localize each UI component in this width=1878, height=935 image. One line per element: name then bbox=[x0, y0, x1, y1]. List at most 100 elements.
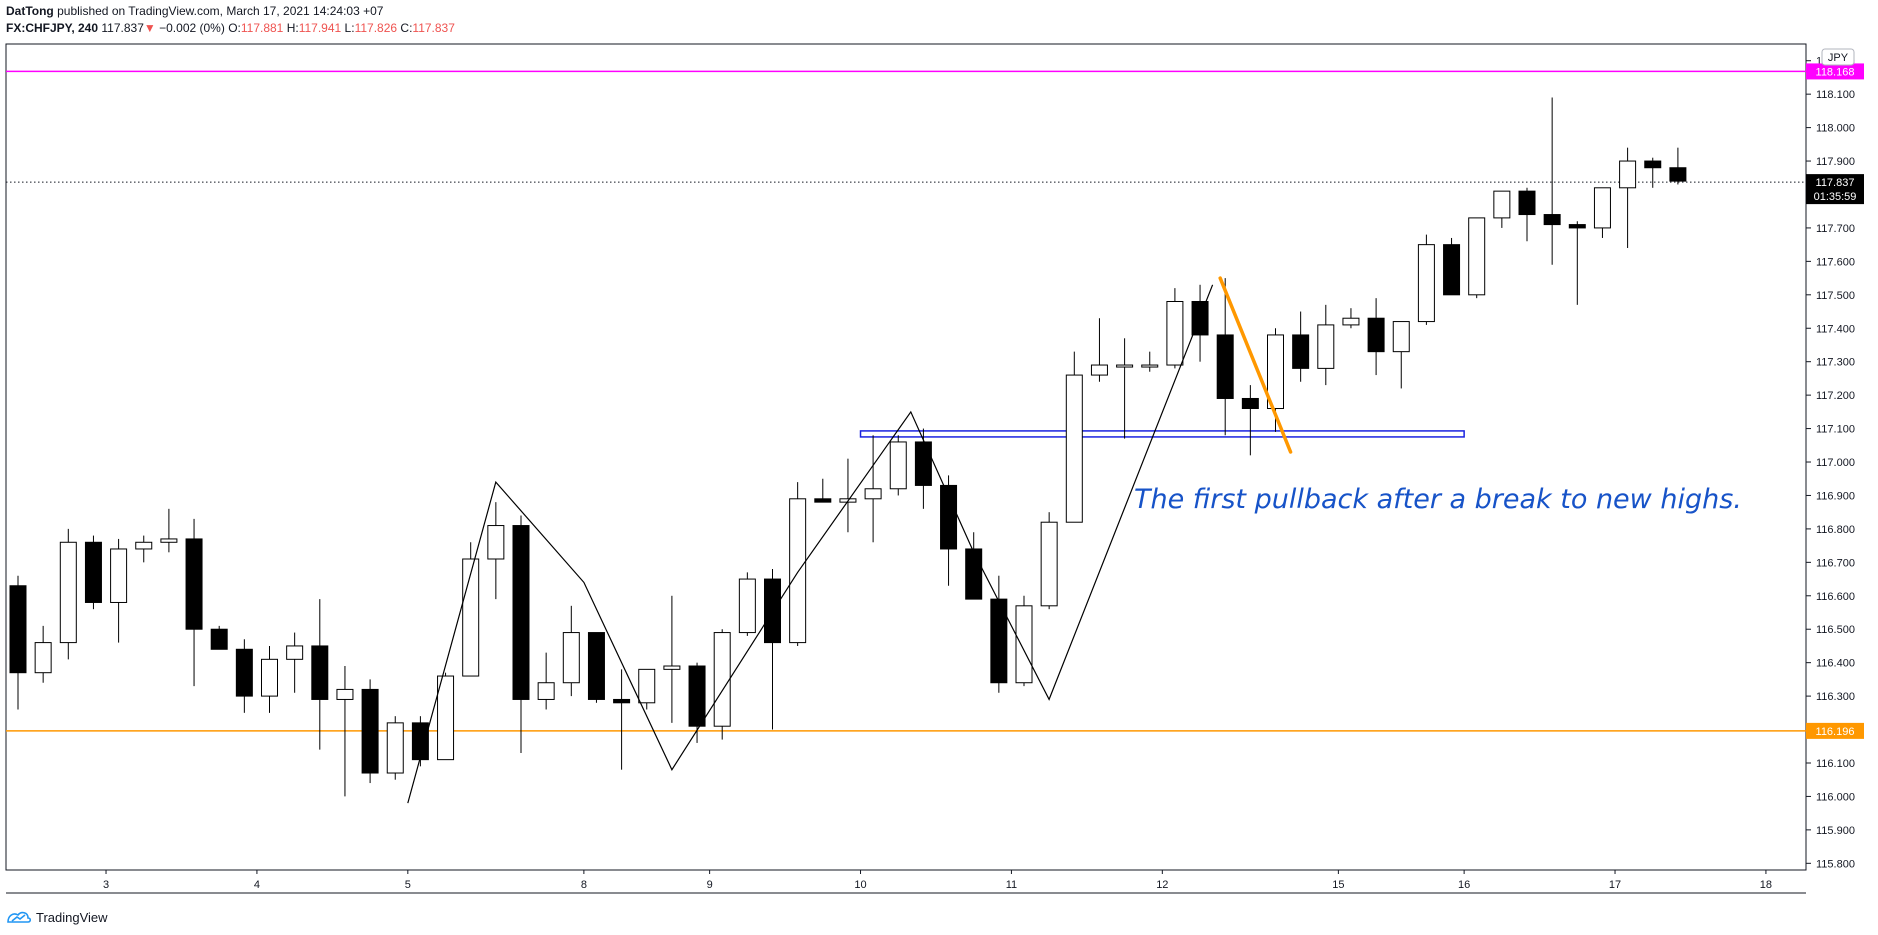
bear-candle bbox=[814, 498, 832, 503]
bear-candle bbox=[1292, 334, 1310, 369]
pullback-trendline bbox=[1218, 276, 1293, 454]
price-tick-label: 116.700 bbox=[1816, 557, 1855, 569]
currency-badge-box bbox=[1821, 48, 1855, 66]
bull-candle bbox=[286, 645, 304, 660]
bull-candle bbox=[1040, 521, 1058, 607]
bull-candle bbox=[1015, 605, 1033, 684]
bull-candle bbox=[336, 688, 354, 700]
last-price: 117.837 bbox=[101, 21, 144, 35]
open-label: O: bbox=[228, 21, 241, 35]
bear-candle bbox=[1644, 160, 1662, 169]
bear-candle bbox=[688, 665, 706, 727]
open-value: 117.881 bbox=[240, 21, 284, 35]
bear-candle bbox=[361, 688, 379, 774]
bull-candle bbox=[713, 632, 731, 727]
currency-label: JPY bbox=[1828, 52, 1849, 64]
price-tick-label: 115.800 bbox=[1816, 858, 1855, 870]
high-value: 117.941 bbox=[298, 21, 342, 35]
published-text: published on TradingView.com, March 17, … bbox=[57, 4, 384, 18]
bull-candle bbox=[34, 642, 52, 674]
time-tick-label: 3 bbox=[103, 879, 109, 891]
last-price-label: 117.837 bbox=[1816, 177, 1855, 189]
bull-candle bbox=[889, 441, 907, 490]
bull-candle bbox=[59, 541, 77, 644]
bear-candle bbox=[587, 632, 605, 700]
time-tick-label: 15 bbox=[1332, 879, 1344, 891]
price-tick-label: 117.500 bbox=[1816, 290, 1855, 302]
time-tick-label: 12 bbox=[1156, 879, 1168, 891]
resistance-price-tag bbox=[1806, 63, 1864, 80]
bull-candle bbox=[110, 548, 128, 603]
price-tick-label: 116.000 bbox=[1816, 791, 1855, 803]
bull-candle bbox=[663, 665, 681, 670]
bear-candle bbox=[1518, 190, 1536, 216]
price-tick-label: 117.700 bbox=[1816, 223, 1855, 235]
price-tick-label: 116.300 bbox=[1816, 691, 1855, 703]
footer: TradingView bbox=[6, 909, 108, 925]
bull-candle bbox=[562, 632, 580, 684]
horizontal-lines bbox=[6, 70, 1806, 732]
bull-candle bbox=[1593, 187, 1611, 229]
bear-candle bbox=[940, 484, 958, 550]
bull-candle bbox=[864, 488, 882, 500]
publish-info: DatTong published on TradingView.com, Ma… bbox=[6, 4, 383, 18]
bull-candle bbox=[135, 541, 153, 550]
bear-candle bbox=[311, 645, 329, 700]
bear-candle bbox=[512, 525, 530, 700]
close-value: 117.837 bbox=[412, 21, 455, 35]
bull-candle bbox=[160, 538, 178, 543]
bear-candle bbox=[235, 648, 253, 697]
tradingview-brand[interactable]: TradingView bbox=[36, 909, 108, 925]
bull-candle bbox=[386, 722, 404, 774]
bear-candle bbox=[965, 548, 983, 600]
resistance-price-label: 118.168 bbox=[1816, 66, 1855, 78]
bull-candle bbox=[1619, 160, 1637, 189]
symbol-label: FX:CHFJPY, 240 bbox=[6, 21, 99, 35]
bear-candle bbox=[84, 541, 102, 603]
bull-candle bbox=[1166, 300, 1184, 366]
price-tick-label: 117.100 bbox=[1816, 424, 1855, 436]
bull-candle bbox=[487, 525, 505, 560]
price-tick-label: 116.600 bbox=[1816, 591, 1855, 603]
bear-candle bbox=[1443, 244, 1461, 296]
bull-candle bbox=[1317, 324, 1335, 369]
bear-candle bbox=[1216, 334, 1234, 399]
price-change: −0.002 (0%) bbox=[159, 21, 225, 35]
support-price-tag bbox=[1806, 722, 1864, 739]
time-tick-label: 11 bbox=[1006, 879, 1017, 891]
bull-candle bbox=[261, 658, 278, 697]
author-name[interactable]: DatTong bbox=[6, 4, 54, 18]
bull-candle bbox=[1493, 190, 1511, 219]
bear-candle bbox=[1543, 214, 1561, 226]
bear-candle bbox=[1669, 167, 1687, 182]
bear-candle bbox=[613, 698, 631, 704]
low-value: 117.826 bbox=[354, 21, 398, 35]
zone-rect bbox=[859, 430, 1465, 438]
last-price-tag bbox=[1806, 174, 1864, 205]
bull-candle bbox=[1090, 364, 1108, 376]
price-tick-label: 116.900 bbox=[1816, 490, 1855, 502]
price-tick-label: 116.400 bbox=[1816, 658, 1855, 670]
currency-badge[interactable]: JPY bbox=[1821, 48, 1855, 66]
drawings bbox=[407, 276, 1293, 804]
price-tick-label: 117.400 bbox=[1816, 323, 1855, 335]
bear-candle bbox=[411, 722, 429, 761]
price-tick-label: 118.000 bbox=[1816, 123, 1855, 135]
price-tick-label: 117.200 bbox=[1816, 390, 1855, 402]
price-tick-label: 117.900 bbox=[1816, 156, 1855, 168]
bear-candle bbox=[1568, 224, 1586, 229]
tradingview-logo-icon[interactable] bbox=[6, 909, 32, 925]
time-tick-label: 17 bbox=[1609, 879, 1621, 891]
candles bbox=[9, 97, 1687, 797]
time-tick-label: 16 bbox=[1458, 879, 1470, 891]
time-tick-label: 10 bbox=[854, 879, 866, 891]
breakout-zone bbox=[859, 430, 1465, 438]
bull-candle bbox=[1417, 244, 1435, 323]
high-label: H: bbox=[286, 21, 299, 35]
bull-candle bbox=[462, 558, 480, 677]
time-axis[interactable]: 3 4 5 8 9 10 11 12 15 16 17 18 bbox=[103, 870, 1772, 891]
down-arrow-icon: ▼ bbox=[143, 21, 156, 35]
bull-candle bbox=[1116, 364, 1134, 368]
time-tick-label: 9 bbox=[707, 879, 713, 891]
